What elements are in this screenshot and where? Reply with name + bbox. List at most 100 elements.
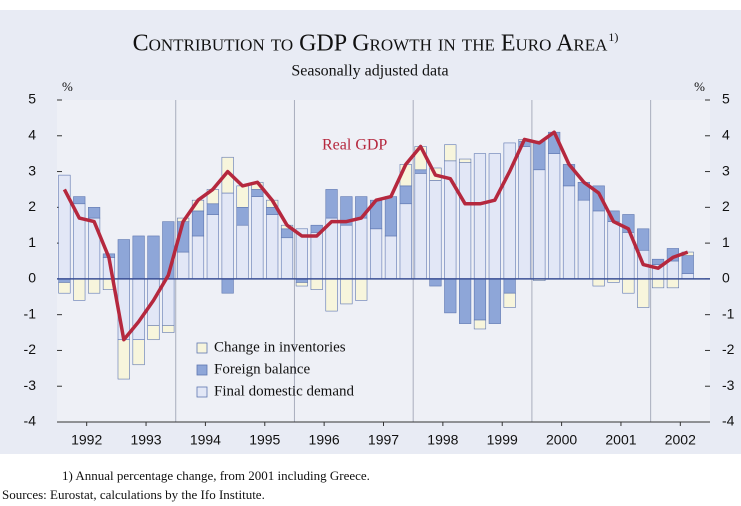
- bar: [459, 278, 472, 324]
- bar: [117, 339, 130, 380]
- bar: [310, 232, 323, 280]
- bar: [503, 292, 516, 308]
- y2-tick-label: -1: [722, 305, 735, 321]
- bar: [340, 196, 353, 226]
- y2-tick-label: 5: [722, 91, 730, 107]
- y2-tick-label: 4: [722, 126, 730, 142]
- y2-tick-label: 1: [722, 234, 730, 250]
- bar: [399, 203, 412, 280]
- bar: [251, 196, 264, 280]
- bar: [117, 239, 130, 280]
- bar: [206, 203, 219, 215]
- bar: [651, 278, 665, 289]
- bar: [533, 169, 546, 280]
- bar: [607, 221, 620, 280]
- y2-tick-label: 2: [722, 198, 730, 214]
- bar: [444, 144, 457, 162]
- y-tick-label: 5: [28, 91, 36, 107]
- bar: [384, 196, 398, 237]
- y2-unit: %: [694, 79, 705, 94]
- bar: [681, 255, 694, 274]
- bar: [58, 282, 71, 294]
- line: [62, 130, 689, 342]
- bar: [488, 153, 501, 280]
- bar: [73, 196, 86, 205]
- y2-tick-label: -3: [722, 377, 735, 393]
- y-tick-label: 3: [28, 162, 36, 178]
- y-tick-label: 2: [28, 198, 36, 214]
- bar: [325, 278, 338, 312]
- legend-label: Foreign balance: [214, 361, 311, 377]
- bar: [191, 210, 205, 237]
- bar: [592, 185, 605, 212]
- bar: [384, 235, 398, 280]
- x-tick-label: 1997: [368, 432, 399, 448]
- bar: [459, 158, 472, 163]
- bar: [637, 278, 650, 308]
- bar: [592, 210, 605, 280]
- bar: [681, 273, 694, 280]
- bar: [429, 180, 442, 280]
- legend-label: Change in inventories: [214, 339, 346, 355]
- bar: [73, 278, 86, 301]
- bar: [518, 146, 531, 280]
- bar: [162, 325, 175, 333]
- bar: [177, 251, 190, 280]
- bar: [221, 192, 234, 280]
- sources: Sources: Eurostat, calculations by the I…: [2, 487, 265, 502]
- bar: [369, 228, 383, 280]
- x-tick-label: 2000: [546, 432, 577, 448]
- bar: [325, 189, 338, 219]
- bar: [236, 224, 249, 280]
- bar: [340, 224, 353, 280]
- bar: [459, 162, 472, 280]
- legend-label: Final domestic demand: [214, 383, 354, 399]
- x-tick-label: 1992: [71, 432, 102, 448]
- bar: [191, 235, 205, 280]
- x-tick-label: 2002: [665, 432, 696, 448]
- y2-tick-label: -2: [722, 341, 735, 357]
- x-tick-label: 1999: [487, 432, 518, 448]
- bar: [236, 185, 249, 208]
- title-note: 1): [608, 30, 618, 44]
- bar: [251, 189, 264, 197]
- bar: [592, 278, 605, 287]
- x-tick-label: 1994: [190, 432, 221, 448]
- x-tick-label: 1993: [130, 432, 161, 448]
- bar: [355, 278, 368, 301]
- bar: [414, 169, 427, 174]
- x-tick-label: 1995: [249, 432, 280, 448]
- bar: [503, 278, 516, 294]
- legend-swatch: [196, 386, 208, 398]
- y-tick-label: 0: [28, 270, 36, 286]
- legend-swatch: [196, 364, 208, 376]
- bar: [147, 325, 160, 341]
- bar: [162, 278, 175, 326]
- bar: [147, 235, 160, 280]
- bar: [340, 278, 353, 305]
- bar: [622, 278, 635, 294]
- bar: [206, 214, 219, 280]
- footnote: 1) Annual percentage change, from 2001 i…: [62, 468, 370, 483]
- bar: [399, 185, 412, 205]
- x-tick-label: 2001: [605, 432, 636, 448]
- y2-tick-label: 0: [722, 270, 730, 286]
- y-tick-label: 1: [28, 234, 36, 250]
- bar: [221, 278, 234, 294]
- bar: [280, 237, 294, 280]
- bar: [88, 207, 101, 219]
- bar: [132, 235, 145, 280]
- bar: [666, 260, 679, 280]
- y2-tick-label: 3: [722, 162, 730, 178]
- y-tick-label: -2: [24, 341, 37, 357]
- bar: [88, 278, 101, 294]
- bar: [562, 185, 576, 280]
- bar: [355, 217, 368, 280]
- bar: [473, 278, 487, 321]
- y-tick-label: 4: [28, 126, 36, 142]
- bar: [429, 278, 442, 287]
- x-tick-label: 1998: [427, 432, 458, 448]
- chart-subtitle: Seasonally adjusted data: [291, 63, 448, 80]
- y-unit: %: [62, 79, 73, 94]
